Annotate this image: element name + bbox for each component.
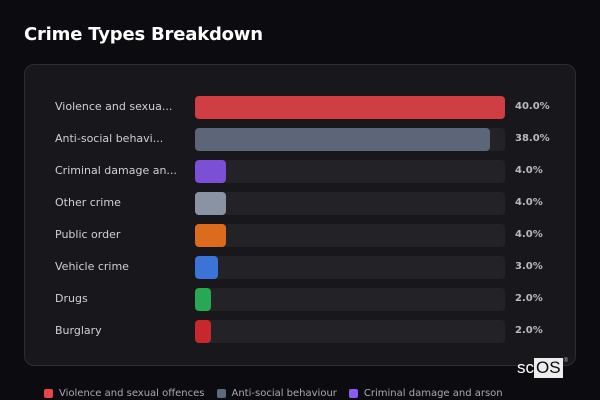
bar-row[interactable]: Other crime 4.0%: [25, 192, 575, 216]
chart-card: Violence and sexua... 40.0% Anti-social be…: [24, 64, 576, 366]
legend-label: Criminal damage and arson: [363, 387, 503, 399]
bar-percentage: 4.0%: [515, 229, 543, 240]
bar-track: [195, 256, 505, 279]
legend-label: Violence and sexual offences: [59, 387, 205, 399]
chart-title: Crime Types Breakdown: [24, 24, 263, 45]
bar-percentage: 4.0%: [515, 165, 543, 176]
bar-percentage: 4.0%: [515, 197, 543, 208]
bar-row[interactable]: Drugs 2.0%: [25, 288, 575, 312]
legend-item[interactable]: Anti-social behaviour: [216, 387, 337, 399]
bar-row[interactable]: Criminal damage an... 4.0%: [25, 160, 575, 184]
logo-prefix: sc: [517, 358, 534, 377]
bar-label: Criminal damage an...: [55, 164, 177, 177]
bar-fill[interactable]: [195, 96, 505, 119]
bar-row[interactable]: Violence and sexua... 40.0%: [25, 96, 575, 120]
chart-legend: Violence and sexual offences Anti-social …: [44, 386, 515, 400]
bar-track: [195, 192, 505, 215]
bar-percentage: 40.0%: [515, 101, 550, 112]
bar-fill[interactable]: [195, 192, 226, 215]
bar-track: [195, 320, 505, 343]
registered-icon: ®: [563, 358, 568, 364]
bar-label: Burglary: [55, 324, 102, 337]
bar-row[interactable]: Burglary 2.0%: [25, 320, 575, 344]
bar-fill[interactable]: [195, 256, 218, 279]
bar-track: [195, 96, 505, 119]
scos-logo: sc OS ®: [517, 358, 568, 378]
logo-highlight: OS: [534, 358, 563, 378]
bar-track: [195, 224, 505, 247]
legend-item[interactable]: Violence and sexual offences: [44, 388, 205, 399]
legend-swatch-icon: [348, 388, 358, 398]
bar-fill[interactable]: [195, 160, 226, 183]
bar-percentage: 38.0%: [515, 133, 550, 144]
bar-percentage: 2.0%: [515, 325, 543, 336]
bar-track: [195, 128, 505, 151]
legend-item[interactable]: Criminal damage and arson: [348, 387, 503, 399]
legend-swatch-icon: [216, 388, 226, 398]
bar-track: [195, 288, 505, 311]
bar-track: [195, 160, 505, 183]
bar-row[interactable]: Anti-social behavi... 38.0%: [25, 128, 575, 152]
bar-fill[interactable]: [195, 320, 211, 343]
bar-label: Violence and sexua...: [55, 100, 173, 113]
legend-swatch-icon: [44, 388, 53, 398]
bar-label: Anti-social behavi...: [55, 132, 164, 145]
bar-label: Drugs: [55, 292, 88, 305]
bar-row[interactable]: Vehicle crime 3.0%: [25, 256, 575, 280]
bar-percentage: 2.0%: [515, 293, 543, 304]
bar-row[interactable]: Public order 4.0%: [25, 224, 575, 248]
bar-percentage: 3.0%: [515, 261, 543, 272]
legend-label: Anti-social behaviour: [231, 387, 337, 399]
bar-fill[interactable]: [195, 128, 490, 151]
bar-fill[interactable]: [195, 288, 211, 311]
bar-fill[interactable]: [195, 224, 226, 247]
bar-label: Vehicle crime: [55, 260, 129, 273]
bar-label: Public order: [55, 228, 121, 241]
bar-label: Other crime: [55, 196, 121, 209]
